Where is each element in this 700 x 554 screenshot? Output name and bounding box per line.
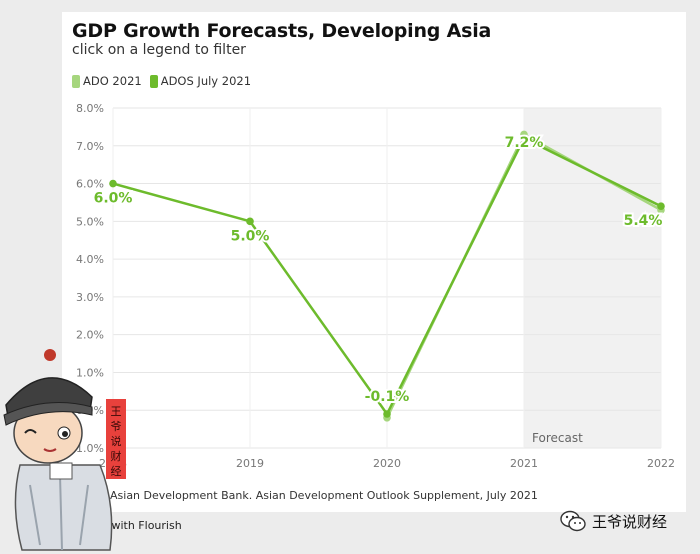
data-label: 6.0% — [94, 191, 133, 207]
wechat-account-name: 王爷说财经 — [592, 512, 668, 531]
x-tick-label: 2020 — [373, 457, 401, 470]
legend-swatch-ados-july-2021 — [149, 74, 158, 88]
data-label: 5.4% — [624, 213, 663, 229]
legend-label-ados-july-2021: ADOS July 2021 — [160, 74, 252, 88]
svg-text:经: 经 — [111, 465, 122, 478]
source-note: ource: Asian Development Bank. Asian Dev… — [72, 489, 538, 502]
forecast-label: Forecast — [532, 431, 583, 445]
svg-text:财: 财 — [111, 449, 122, 463]
legend-label-ado-2021: ADO 2021 — [83, 74, 142, 88]
chart-subtitle: click on a legend to filter — [72, 42, 246, 58]
y-tick-label: -1.0% — [72, 442, 104, 455]
legend: ADO 2021 ADOS July 2021 — [72, 74, 251, 88]
data-label: 5.0% — [231, 228, 270, 244]
forecast-region — [524, 108, 661, 448]
line-chart: Forecast-1.0%0.0%1.0%2.0%3.0%4.0%5.0%6.0… — [72, 102, 675, 470]
y-tick-label: 6.0% — [76, 178, 104, 191]
y-tick-label: 8.0% — [76, 102, 104, 115]
svg-text:王: 王 — [111, 405, 122, 418]
y-tick-label: 1.0% — [76, 366, 104, 379]
legend-item-ados-july-2021[interactable]: ADOS July 2021 — [149, 74, 252, 88]
data-point — [109, 179, 117, 188]
wechat-icon — [560, 510, 586, 532]
data-point — [520, 134, 528, 143]
y-tick-label: 3.0% — [76, 291, 104, 304]
svg-text:说: 说 — [111, 434, 122, 448]
y-tick-label: 5.0% — [76, 215, 104, 228]
data-point — [657, 202, 665, 211]
legend-item-ado-2021[interactable]: ADO 2021 — [72, 74, 142, 88]
legend-swatch-ado-2021 — [72, 74, 80, 88]
data-label: -0.1% — [365, 389, 410, 405]
data-point — [383, 410, 391, 418]
wechat-watermark: 王爷说财经 — [560, 510, 667, 532]
x-tick-label: 2022 — [647, 457, 675, 470]
y-tick-label: 4.0% — [76, 253, 104, 266]
x-tick-label: 2019 — [236, 457, 264, 470]
chart-title: GDP Growth Forecasts, Developing Asia — [72, 20, 492, 42]
data-point — [246, 217, 254, 226]
svg-text:爷: 爷 — [111, 419, 122, 433]
chart-card: GDP Growth Forecasts, Developing Asia cl… — [62, 12, 686, 512]
data-label: 7.2% — [505, 135, 544, 151]
y-tick-label: 2.0% — [76, 329, 104, 342]
x-tick-label: 2021 — [510, 457, 538, 470]
mascot-illustration: 王 爷 说 财 经 — [3, 349, 126, 551]
y-tick-label: 7.0% — [76, 140, 104, 153]
